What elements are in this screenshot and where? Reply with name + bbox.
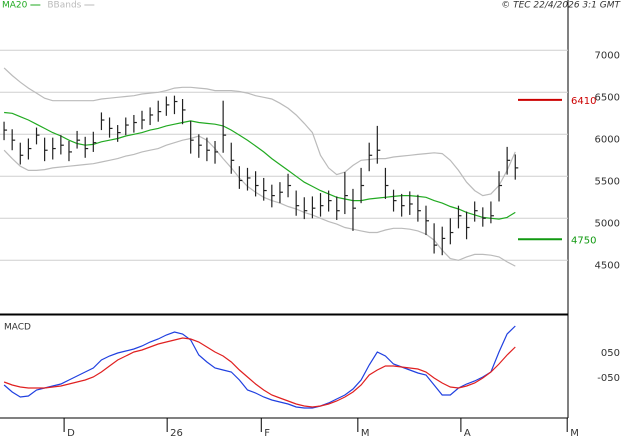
panel-title: MACD [4,323,31,333]
level-label: 4750 [571,235,596,246]
macd-line [3,325,516,409]
source-note: © TEC 22/4/2026 3:1 GMT [501,1,621,11]
macd-line [3,337,516,408]
x-tick-label: F [264,428,270,439]
band-upper [3,67,516,197]
y-tick-label: -050 [597,373,620,384]
x-tick-label: A [464,428,471,439]
y-tick-label: 5500 [595,176,620,187]
level-label: 6410 [571,96,596,107]
legend-label: BBands [47,1,81,11]
band-lower [3,135,516,267]
y-tick-label: 5000 [595,218,620,229]
y-tick-label: 6000 [595,134,620,145]
y-tick-label: 050 [601,348,620,359]
ma-line [4,111,516,220]
x-tick-label: M [570,428,579,439]
x-tick-label: 26 [170,428,183,439]
x-tick-label: M [361,428,370,439]
y-tick-label: 4500 [595,260,620,271]
y-tick-label: 6500 [595,92,620,103]
x-tick-label: D [67,428,75,439]
y-tick-label: 7000 [595,50,620,61]
legend-label: MA20 [2,1,28,11]
